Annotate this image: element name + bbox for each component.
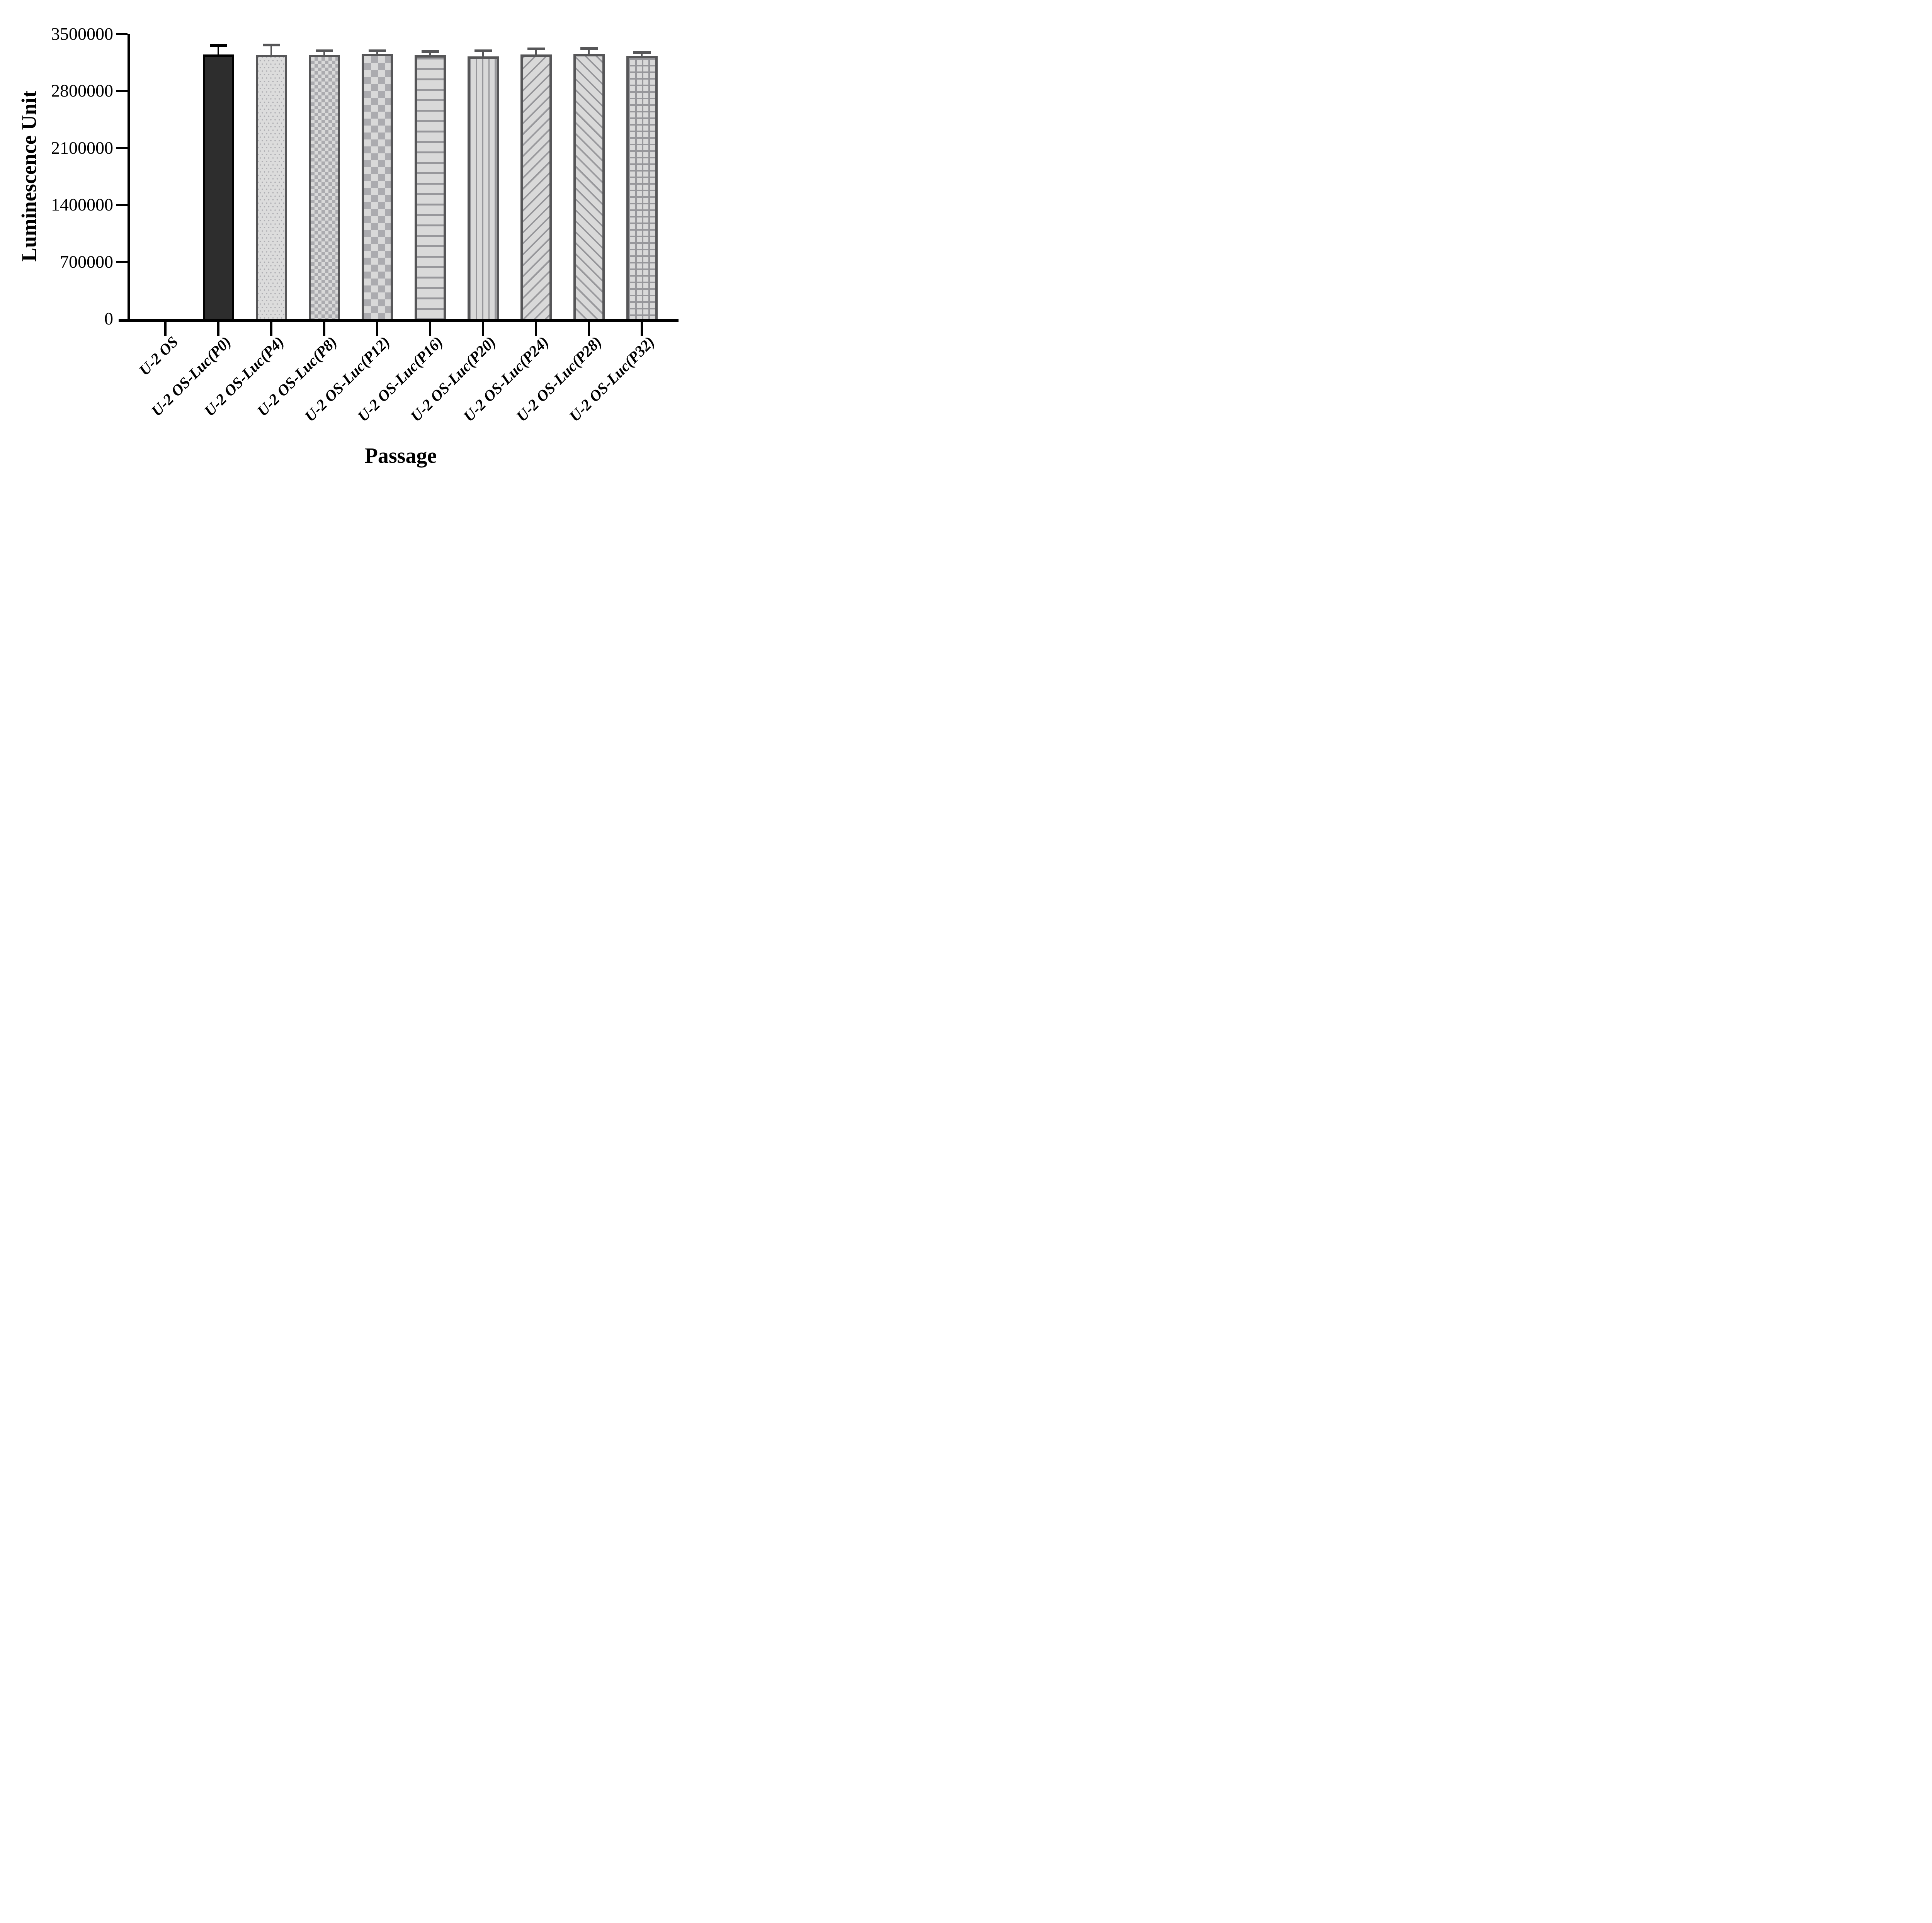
error-bar-cap (209, 44, 227, 47)
y-tick-700000 (116, 261, 128, 263)
y-tick-label: 1400000 (51, 195, 113, 215)
error-bar-line (588, 48, 590, 56)
y-tick-label: 2100000 (51, 138, 113, 158)
x-tick (323, 322, 325, 336)
error-bar-line (535, 49, 537, 56)
error-bar-cap (368, 49, 386, 52)
x-tick (588, 322, 590, 336)
bar-chart-figure: Luminescence Unit Passage 0 700000 1400000… (0, 0, 709, 481)
y-tick-label: 700000 (60, 251, 113, 272)
x-tick (376, 322, 378, 336)
bar-U-2 OS-Luc(P24) (520, 54, 552, 321)
error-bar-cap (421, 50, 439, 53)
bar-U-2 OS-Luc(P32) (626, 56, 658, 321)
error-bar-cap (474, 49, 492, 52)
error-bar-cap (262, 43, 280, 46)
bar-U-2 OS-Luc(P8) (308, 54, 340, 321)
bar-U-2 OS-Luc(P16) (414, 55, 446, 321)
y-tick-label: 3500000 (51, 24, 113, 44)
error-bar-cap (633, 51, 651, 54)
x-tick (164, 322, 167, 336)
error-bar-cap (580, 47, 598, 50)
error-bar-line (376, 51, 378, 55)
error-bar-line (429, 51, 431, 57)
error-bar-cap (527, 48, 545, 51)
y-tick-label: 0 (104, 309, 113, 328)
y-tick-2100000 (116, 147, 128, 149)
error-bar-line (218, 45, 219, 56)
x-tick (535, 322, 537, 336)
bar-U-2 OS-Luc(P20) (467, 56, 499, 321)
error-bar-line (482, 51, 484, 58)
y-axis-line (128, 34, 130, 322)
error-bar-line (270, 45, 272, 56)
error-bar-cap (315, 49, 333, 53)
x-tick (641, 322, 643, 336)
y-tick-3500000 (116, 33, 128, 35)
error-bar-line (323, 51, 325, 56)
x-tick (217, 322, 219, 336)
y-tick-1400000 (116, 204, 128, 206)
x-tick (482, 322, 484, 336)
x-axis-title: Passage (364, 444, 437, 468)
bar-U-2 OS-Luc(P0) (202, 54, 234, 321)
y-tick-2800000 (116, 90, 128, 92)
x-tick (429, 322, 431, 336)
y-axis-title: Luminescence Unit (17, 90, 41, 262)
error-bar-line (641, 52, 643, 58)
x-tick (270, 322, 272, 336)
x-axis-line (119, 319, 679, 322)
bar-U-2 OS-Luc(P28) (573, 54, 605, 321)
bar-U-2 OS-Luc(P12) (361, 53, 393, 321)
bar-U-2 OS-Luc(P4) (255, 54, 287, 321)
y-tick-label: 2800000 (51, 81, 113, 101)
